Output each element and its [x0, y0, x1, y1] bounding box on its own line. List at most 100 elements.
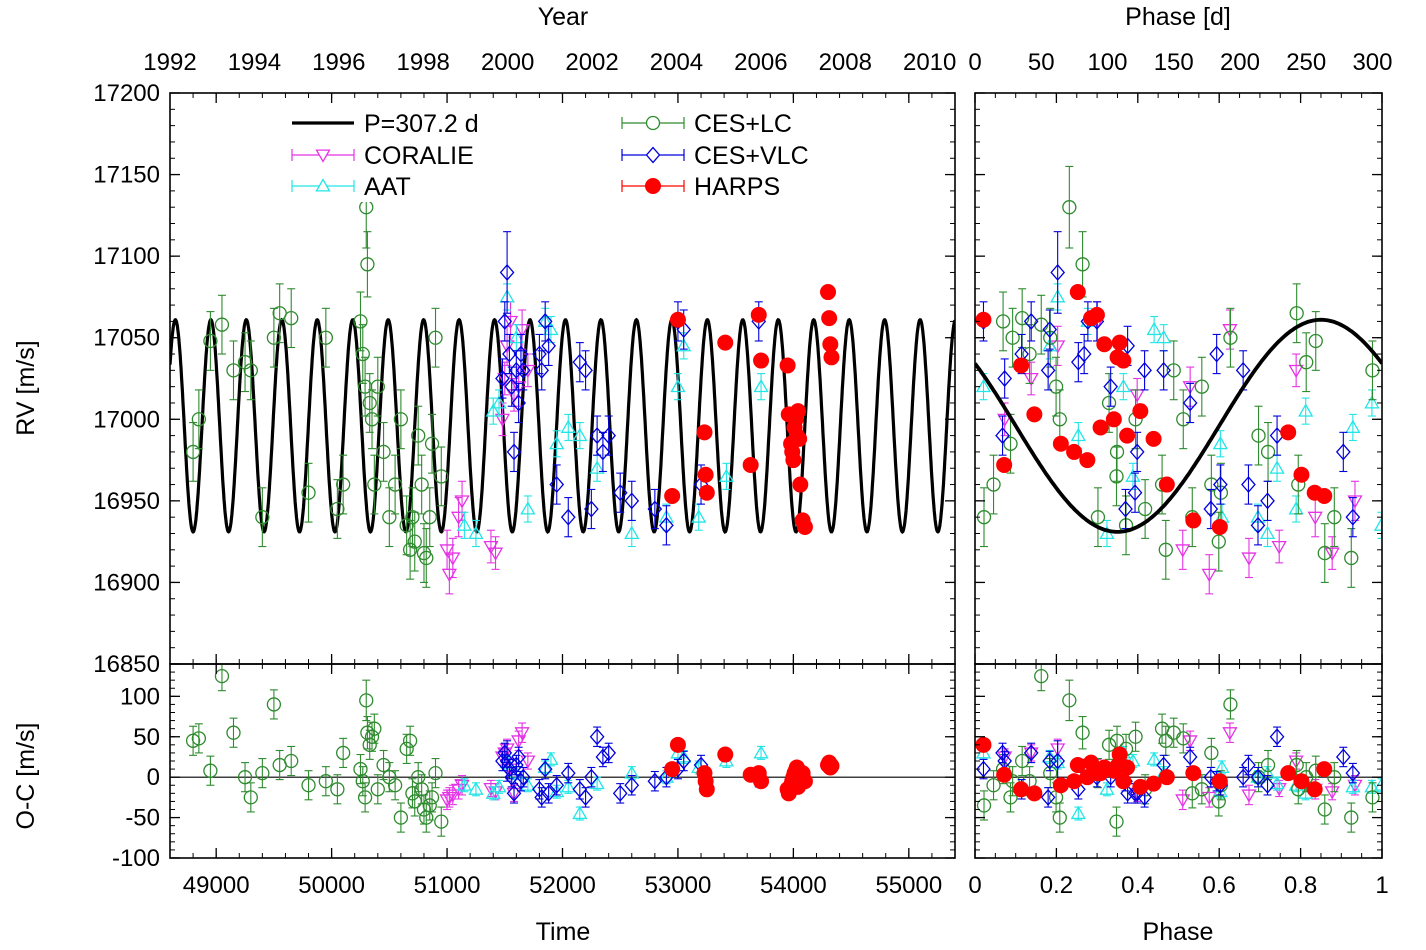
data-point: [1118, 500, 1133, 518]
error-bar: [1244, 537, 1253, 579]
error-bar: [1018, 745, 1027, 777]
residual-point: [1023, 744, 1039, 762]
residual-point: [1316, 761, 1333, 778]
residual-point: [986, 778, 1001, 793]
residual-point: [1096, 759, 1113, 776]
residual-point: [318, 774, 333, 789]
residual-point: [445, 789, 461, 803]
error-bar: [1025, 324, 1034, 384]
data-point: [791, 430, 808, 447]
data-point: [691, 509, 707, 523]
data-point: [1111, 334, 1128, 351]
data-point: [1345, 419, 1361, 433]
data-point: [226, 363, 241, 378]
error-bar: [1074, 342, 1083, 383]
data-point: [1344, 550, 1359, 566]
data-point: [792, 476, 809, 493]
data-point: [975, 311, 992, 328]
error-bar: [1339, 431, 1348, 473]
data-point: [1235, 361, 1251, 379]
oc-phase-data: [975, 664, 1382, 837]
residual-point: [532, 780, 547, 798]
data-point: [1194, 379, 1209, 394]
error-bar: [454, 497, 463, 538]
error-bar: [1093, 487, 1102, 548]
error-bar: [989, 770, 998, 801]
error-bar: [604, 415, 613, 456]
plot-frame: [974, 92, 1383, 665]
data-point: [355, 346, 370, 362]
data-point: [589, 427, 605, 445]
data-point: [1125, 468, 1141, 482]
residual-point: [203, 763, 218, 778]
data-point: [414, 477, 429, 492]
residual-point: [255, 765, 270, 781]
error-bar: [1263, 519, 1272, 548]
data-point: [1083, 310, 1100, 327]
error-bar: [1080, 333, 1089, 375]
error-bar: [246, 340, 255, 401]
residual-point: [1293, 773, 1310, 790]
error-bar: [1244, 464, 1253, 505]
data-point: [1211, 518, 1228, 535]
data-point: [1317, 545, 1332, 561]
data-point: [483, 541, 499, 555]
error-bar: [1263, 774, 1272, 796]
residual-point: [541, 784, 557, 802]
data-point: [717, 334, 734, 351]
data-point: [511, 381, 527, 395]
data-point: [203, 333, 218, 349]
data-point: [1092, 419, 1109, 436]
legend-label: AAT: [364, 173, 411, 201]
model-curve-phased: [975, 317, 1382, 534]
error-bar: [1112, 806, 1121, 837]
legend-background: [280, 106, 860, 202]
y-tick-label: 50: [133, 724, 160, 751]
residual-point: [1317, 802, 1332, 817]
error-bar: [587, 766, 596, 788]
residual-point: [1083, 754, 1100, 771]
error-bar: [333, 774, 342, 805]
error-bar: [1188, 778, 1197, 809]
residual-point: [823, 757, 840, 774]
data-point: [1013, 357, 1030, 374]
error-bar: [1053, 231, 1062, 314]
error-bar: [428, 413, 437, 474]
data-point: [456, 517, 472, 531]
data-point: [612, 484, 628, 502]
oc-axis-label: O-C [m/s]: [12, 723, 40, 830]
error-bar: [339, 454, 348, 515]
data-point: [1048, 379, 1064, 394]
data-point: [1345, 508, 1361, 526]
error-bar: [979, 758, 988, 780]
data-point: [718, 468, 735, 482]
data-point: [1211, 534, 1226, 549]
error-bar: [1065, 679, 1074, 722]
residual-point: [237, 770, 253, 785]
residual-point: [402, 733, 418, 748]
error-bar: [1197, 774, 1206, 805]
year-tick-label: 2002: [565, 49, 618, 76]
phase-days-axis-label: Phase [d]: [1125, 3, 1231, 31]
oc-series-ces-vlc: [495, 726, 767, 808]
residual-point: [1269, 728, 1285, 746]
data-point: [821, 310, 838, 327]
data-point: [601, 427, 617, 445]
year-tick-label: 2006: [734, 49, 787, 76]
error-bar: [422, 528, 431, 588]
rv-axis-label: RV [m/s]: [12, 340, 40, 435]
data-point: [1040, 361, 1056, 379]
data-point: [1003, 436, 1018, 451]
data-point: [514, 324, 530, 338]
data-point: [370, 379, 385, 394]
data-point: [1289, 306, 1304, 321]
error-bar: [1275, 529, 1284, 564]
data-point: [796, 518, 813, 535]
data-point: [572, 427, 588, 442]
residual-point: [1052, 810, 1067, 825]
error-bar: [363, 231, 372, 298]
residual-point: [669, 736, 686, 753]
data-point: [499, 263, 515, 281]
residual-point: [428, 765, 443, 781]
data-point: [1203, 500, 1219, 518]
